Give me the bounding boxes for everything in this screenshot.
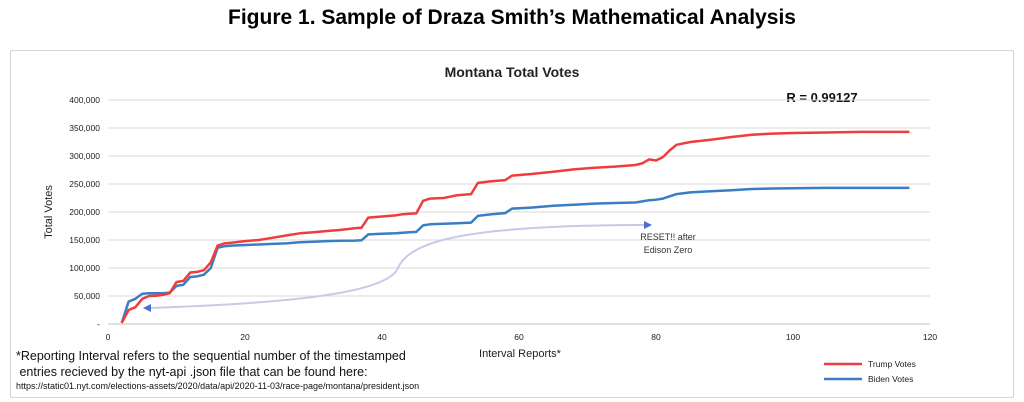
r-value-label: R = 0.99127 <box>786 90 857 105</box>
x-axis-label: Interval Reports* <box>479 348 562 360</box>
y-tick-label: 350,000 <box>69 123 100 133</box>
legend-label-biden: Biden Votes <box>868 374 913 384</box>
gridlines <box>108 99 930 297</box>
y-tick-label: 50,000 <box>74 291 100 301</box>
reset-annotation-curve <box>147 224 651 309</box>
x-tick-label: 0 <box>106 332 111 342</box>
legend: Trump Votes Biden Votes <box>824 359 916 384</box>
x-tick-label: 40 <box>377 332 387 342</box>
legend-label-trump: Trump Votes <box>868 359 916 369</box>
series-line-biden <box>120 186 910 324</box>
x-tick-label: 120 <box>923 332 937 342</box>
chart-title: Montana Total Votes <box>445 64 580 80</box>
footnote-url: https://static01.nyt.com/elections-asset… <box>16 381 419 391</box>
annotation-line-1: RESET!! after <box>640 232 696 242</box>
y-tick-label: 150,000 <box>69 235 100 245</box>
figure-title: Figure 1. Sample of Draza Smith’s Mathem… <box>228 6 796 29</box>
y-tick-label: 100,000 <box>69 263 100 273</box>
x-tick-label: 60 <box>514 332 524 342</box>
y-tick-label: 250,000 <box>69 179 100 189</box>
y-tick-label: 400,000 <box>69 95 100 105</box>
footnote-line-1: *Reporting Interval refers to the sequen… <box>16 349 406 363</box>
annotation-line-2: Edison Zero <box>644 245 693 255</box>
x-tick-label: 100 <box>786 332 800 342</box>
y-tick-label: 300,000 <box>69 151 100 161</box>
y-axis-label: Total Votes <box>43 185 55 239</box>
series-line-trump <box>120 130 910 324</box>
x-axis-ticks: 0 20 40 60 80 100 120 <box>106 332 938 342</box>
footnote-line-2: entries recieved by the nyt-api .json fi… <box>16 365 368 379</box>
y-tick-label: - <box>97 319 100 329</box>
y-tick-label: 200,000 <box>69 207 100 217</box>
x-tick-label: 20 <box>240 332 250 342</box>
x-tick-label: 80 <box>651 332 661 342</box>
chart-panel <box>10 50 1014 398</box>
y-axis-ticks: - 50,000 100,000 150,000 200,000 250,000 300,0… <box>69 95 100 329</box>
